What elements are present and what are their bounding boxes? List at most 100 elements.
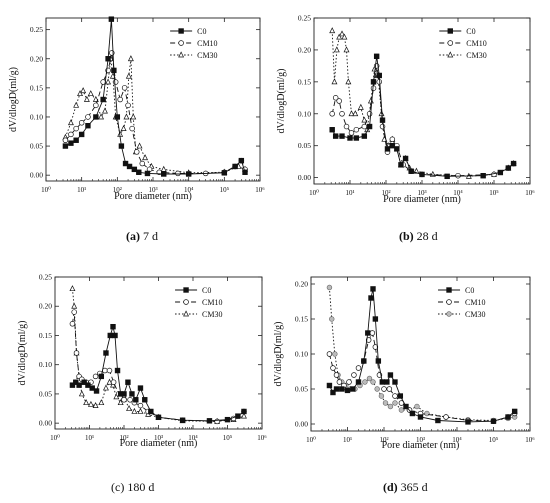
y-tick-label: 0.15	[30, 83, 43, 92]
legend-label: CM10	[197, 39, 217, 48]
data-point	[505, 165, 512, 171]
x-tick-label: 10¹	[77, 186, 86, 194]
data-point	[144, 170, 151, 177]
data-point	[133, 397, 139, 403]
x-tick-label: 10³	[154, 434, 163, 442]
data-point	[78, 120, 85, 126]
data-point	[497, 169, 504, 176]
data-point	[435, 417, 441, 424]
data-point	[155, 414, 162, 421]
caption-text: 365 d	[397, 480, 428, 494]
caption-a: (a) 7 d	[126, 229, 158, 244]
data-point	[121, 85, 128, 91]
y-tick-label: 0.00	[295, 420, 308, 429]
data-point	[329, 27, 336, 34]
caption-d: (d) 365 d	[383, 480, 428, 495]
x-tick-label: 10⁶	[257, 434, 267, 442]
data-point	[446, 287, 452, 293]
data-point	[123, 113, 130, 120]
data-point	[339, 386, 345, 392]
data-point	[352, 110, 359, 117]
y-tick-label: 0.00	[298, 173, 311, 182]
data-point	[111, 67, 117, 74]
data-point	[73, 350, 80, 356]
data-point	[447, 28, 453, 34]
data-point	[379, 379, 386, 385]
data-point	[398, 407, 405, 413]
data-point	[343, 46, 350, 53]
data-point	[71, 309, 77, 315]
x-tick-label: 10¹	[85, 434, 94, 442]
data-point	[348, 110, 355, 117]
series-c0	[326, 286, 518, 425]
data-point	[389, 142, 396, 149]
data-point	[85, 114, 91, 120]
caption-b: (b) 28 d	[399, 229, 438, 244]
data-point	[83, 95, 90, 102]
data-point	[348, 130, 355, 136]
x-tick-label: 10⁰	[41, 186, 51, 194]
data-point	[424, 410, 430, 417]
data-point	[93, 102, 99, 109]
x-tick-label: 10⁵	[220, 186, 230, 194]
data-point	[98, 399, 105, 406]
data-point	[125, 72, 132, 79]
data-point	[339, 111, 345, 117]
data-point	[367, 97, 374, 104]
data-point	[113, 393, 120, 400]
y-tick-label: 0.20	[295, 280, 308, 289]
y-tick-label: 0.10	[295, 350, 308, 359]
data-point	[83, 399, 90, 406]
data-point	[127, 397, 133, 403]
data-point	[98, 113, 105, 120]
data-point	[81, 379, 87, 385]
data-point	[331, 78, 338, 85]
data-point	[379, 117, 386, 123]
data-point	[419, 171, 425, 178]
data-point	[447, 40, 454, 46]
data-point	[117, 399, 124, 406]
data-point	[73, 101, 80, 108]
data-point	[89, 385, 95, 391]
x-tick-label: 10¹	[345, 189, 354, 197]
chart-panel-2: 10⁰ 10¹ 10² 10³ 10⁴ 10⁵ 10⁶ 0.00 0.05 0.10 0.15 0.2…	[276, 14, 535, 206]
data-point	[126, 163, 133, 170]
data-point	[443, 414, 449, 420]
data-point	[136, 142, 143, 149]
x-tick-label: 10⁴	[452, 436, 462, 444]
data-point	[511, 408, 518, 415]
data-point	[178, 51, 185, 58]
x-tick-label: 10⁴	[453, 189, 463, 197]
data-point	[350, 386, 356, 392]
y-axis-title: dV/dlogD(ml/g)	[17, 321, 28, 386]
data-point	[510, 160, 517, 167]
data-point	[329, 127, 335, 133]
y-tick-label: 0.25	[298, 14, 311, 23]
data-point	[241, 408, 247, 415]
series-line	[331, 65, 514, 177]
chart-panel-3: 10⁰ 10¹ 10² 10³ 10⁴ 10⁵ 10⁶ 0.00 0.05 0.10 0.15 0.2…	[17, 273, 267, 450]
data-point	[370, 379, 376, 385]
x-tick-label: 10⁶	[525, 189, 535, 197]
data-point	[446, 299, 452, 305]
data-point	[214, 418, 220, 425]
data-point	[108, 16, 115, 22]
x-axis-title: Pore diameter (nm)	[114, 191, 192, 202]
legend-label: CM30	[197, 51, 217, 60]
data-point	[129, 125, 135, 132]
data-point	[370, 79, 377, 85]
data-point	[355, 365, 362, 371]
data-point	[114, 114, 121, 120]
data-point	[332, 351, 338, 357]
series-line	[71, 312, 245, 422]
x-tick-label: 10⁴	[188, 434, 198, 442]
data-point	[387, 403, 394, 410]
data-point	[345, 78, 352, 85]
data-point	[417, 414, 424, 420]
data-point	[339, 30, 345, 37]
data-point	[490, 418, 497, 424]
data-point	[69, 321, 76, 327]
series-cm30	[62, 55, 248, 176]
data-point	[351, 372, 357, 378]
series-cm30	[326, 284, 518, 424]
